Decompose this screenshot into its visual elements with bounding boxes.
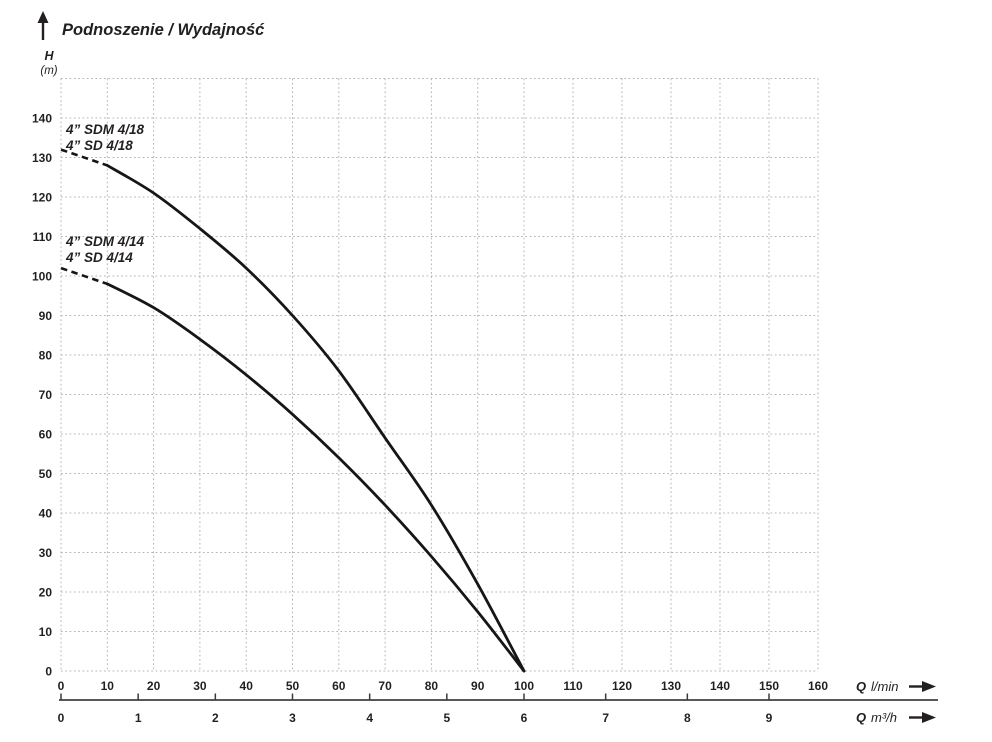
x-lmin-tick-label: 50: [286, 679, 300, 693]
y-axis-label: H (m): [40, 49, 57, 77]
y-axis-unit: (m): [40, 65, 57, 77]
chart-title: Podnoszenie / Wydajność: [62, 21, 265, 39]
series-label-4-18-line2: 4” SD 4/18: [65, 138, 133, 153]
y-tick-label: 50: [39, 467, 53, 481]
x-axis-lmin-label: Q l/min: [856, 679, 936, 694]
x-lmin-symbol: Q: [856, 679, 866, 694]
x-lmin-tick-label: 90: [471, 679, 485, 693]
m3h-tick-label: 2: [212, 711, 219, 725]
y-tick-label: 10: [39, 625, 53, 639]
x-lmin-tick-label: 110: [563, 679, 583, 693]
series-label-4-14-line2: 4” SD 4/14: [65, 250, 133, 265]
x-lmin-tick-label: 130: [661, 679, 681, 693]
x-lmin-tick-label: 100: [514, 679, 534, 693]
pump-curve-dashed-segment-0: [60, 148, 108, 167]
m3h-tick-label: 5: [443, 711, 450, 725]
x-lmin-tick-label: 70: [378, 679, 392, 693]
x-lmin-tick-label: 160: [808, 679, 828, 693]
m3h-tick-label: 7: [602, 711, 609, 725]
x-m3h-unit: m³/h: [871, 710, 897, 725]
y-tick-label: 130: [32, 151, 52, 165]
x-lmin-tick-label: 120: [612, 679, 632, 693]
x-axis-lmin-tick-labels: 0 10 20 30 40 50 60 70 80 90 100 110 120 130 140 150 160: [58, 679, 829, 693]
m3h-tick-label: 0: [58, 711, 65, 725]
chart-header: Podnoszenie / Wydajność: [37, 11, 265, 40]
right-arrow-icon: [909, 681, 936, 692]
y-tick-label: 80: [39, 348, 53, 362]
right-arrow-icon: [909, 712, 936, 723]
x-lmin-tick-label: 150: [759, 679, 779, 693]
y-axis-symbol: H: [44, 49, 54, 63]
y-tick-label: 60: [39, 427, 53, 441]
y-tick-label: 70: [39, 388, 53, 402]
x-lmin-tick-label: 40: [240, 679, 254, 693]
y-axis-tick-labels: 0 10 20 30 40 50 60 70 80 90 100 110 120 130 140: [32, 111, 52, 678]
series-label-4-14-line1: 4” SDM 4/14: [65, 234, 145, 249]
x-lmin-tick-label: 140: [710, 679, 730, 693]
x-lmin-tick-label: 80: [425, 679, 439, 693]
pump-curves: [60, 148, 526, 673]
pump-curve-1: [105, 282, 526, 673]
x-lmin-tick-label: 60: [332, 679, 346, 693]
series-label-4-18-line1: 4” SDM 4/18: [65, 122, 145, 137]
grid-layer: [60, 78, 819, 672]
y-tick-label: 30: [39, 546, 53, 560]
x-axis-m3h: 0 1 2 3 4 5 6 7 8 9: [58, 693, 938, 725]
y-tick-label: 100: [32, 269, 52, 283]
x-lmin-unit: l/min: [871, 679, 898, 694]
x-axis-m3h-label: Q m³/h: [856, 710, 936, 725]
x-lmin-tick-label: 10: [101, 679, 115, 693]
y-tick-label: 120: [32, 190, 52, 204]
y-tick-label: 0: [45, 664, 52, 678]
m3h-tick-label: 9: [766, 711, 773, 725]
x-lmin-tick-label: 20: [147, 679, 161, 693]
y-tick-label: 90: [39, 309, 53, 323]
m3h-tick-label: 3: [289, 711, 296, 725]
pump-curve-dashed-segment-1: [60, 266, 108, 286]
m3h-tick-label: 6: [521, 711, 528, 725]
y-tick-label: 140: [32, 111, 52, 125]
up-arrow-icon: [37, 11, 49, 40]
y-tick-label: 110: [33, 230, 53, 244]
x-lmin-tick-label: 30: [193, 679, 207, 693]
y-tick-label: 20: [39, 585, 53, 599]
x-m3h-symbol: Q: [856, 710, 866, 725]
m3h-tick-label: 1: [135, 711, 142, 725]
pump-curve-0: [105, 164, 526, 673]
x-lmin-tick-label: 0: [58, 679, 65, 693]
m3h-tick-label: 4: [366, 711, 373, 725]
m3h-tick-label: 8: [684, 711, 691, 725]
y-tick-label: 40: [39, 506, 53, 520]
